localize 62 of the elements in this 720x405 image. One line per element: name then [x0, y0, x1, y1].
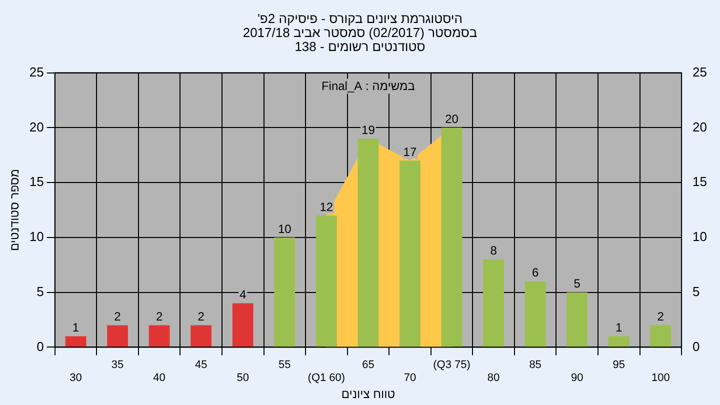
bar	[483, 259, 504, 347]
y2-tick-label: 15	[692, 174, 708, 190]
x-tick-label: 50	[236, 372, 249, 384]
data-label: 2	[198, 310, 205, 324]
y2-tick-label: 25	[692, 64, 708, 80]
y-tick-label: 10	[29, 229, 44, 244]
data-label: 1	[72, 320, 80, 335]
bar	[400, 160, 420, 347]
x-tick-label: 30	[70, 372, 82, 384]
data-label: 5	[574, 276, 581, 291]
bar	[441, 128, 462, 347]
x-tick-label: 80	[487, 372, 500, 384]
data-label: 10	[278, 222, 292, 236]
bar	[650, 325, 672, 347]
bar	[608, 336, 630, 347]
bar	[316, 215, 337, 347]
data-label: 2	[657, 310, 664, 324]
bar	[190, 325, 212, 347]
x-tick-label: (Q3 75)	[433, 358, 470, 371]
annotation: במשימה : Final_A	[321, 79, 415, 94]
data-label: 1	[616, 320, 623, 335]
y2-tick-label: 10	[692, 229, 708, 244]
data-label: 17	[403, 144, 417, 159]
chart-subtitle: בסמסטר (02/2017) סמסטר אביב 2017/18 סטודנטים רשומים - 138	[242, 25, 478, 54]
y2-tick-label: 20	[692, 119, 708, 134]
data-label: 2	[156, 310, 163, 324]
y-axis-title: מספר סטודנטים	[8, 168, 22, 252]
data-label: 8	[490, 244, 498, 258]
bar	[524, 281, 546, 347]
y2-tick-label: 5	[692, 284, 700, 299]
bar	[65, 336, 86, 347]
y-tick-label: 5	[36, 284, 44, 299]
x-tick-label: 35	[111, 358, 124, 371]
x-tick-label: (Q1 60)	[308, 372, 346, 384]
y-tick-label: 15	[29, 174, 44, 190]
x-tick-label: 45	[194, 358, 208, 371]
bar	[358, 138, 379, 347]
y-tick-label: 20	[29, 119, 44, 134]
chart-title: היסטוגרמת ציונים בקורס - פיסיקה 2פ'	[256, 11, 464, 26]
y-tick-label: 0	[36, 338, 44, 354]
x-tick-label: 100	[651, 372, 670, 384]
x-tick-label: 65	[362, 358, 374, 371]
x-tick-label: 40	[153, 372, 166, 384]
bar	[274, 237, 296, 347]
data-label: 6	[532, 266, 539, 280]
y-tick-label: 25	[29, 64, 44, 80]
x-tick-label: 85	[529, 358, 542, 371]
x-tick-label: 95	[612, 358, 625, 371]
data-label: 12	[320, 200, 334, 214]
bar	[148, 325, 170, 347]
data-label: 19	[362, 122, 376, 137]
x-tick-label: 70	[404, 372, 416, 384]
x-axis-title: טווח ציונים	[341, 387, 396, 402]
y2-tick-label: 0	[692, 338, 700, 354]
x-tick-label: 55	[278, 358, 291, 371]
bar	[107, 325, 128, 347]
data-label: 2	[114, 310, 122, 324]
bar	[232, 303, 254, 347]
x-tick-label: 90	[570, 372, 584, 384]
data-label: 4	[240, 288, 247, 302]
bar	[566, 292, 588, 347]
data-label: 20	[445, 112, 459, 126]
